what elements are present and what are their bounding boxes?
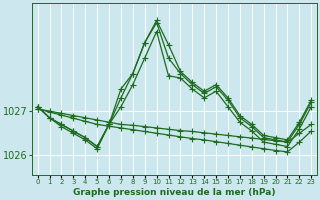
X-axis label: Graphe pression niveau de la mer (hPa): Graphe pression niveau de la mer (hPa)	[73, 188, 276, 197]
